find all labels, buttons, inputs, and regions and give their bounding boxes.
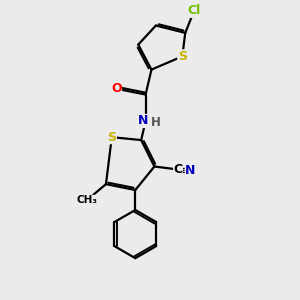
Text: S: S xyxy=(178,50,187,63)
Text: N: N xyxy=(185,164,195,177)
Text: CH₃: CH₃ xyxy=(76,195,98,205)
Text: C: C xyxy=(173,163,182,176)
Text: N: N xyxy=(138,115,148,128)
Text: Cl: Cl xyxy=(188,4,201,17)
Text: S: S xyxy=(107,130,116,144)
Text: H: H xyxy=(151,116,161,129)
Text: O: O xyxy=(111,82,122,95)
